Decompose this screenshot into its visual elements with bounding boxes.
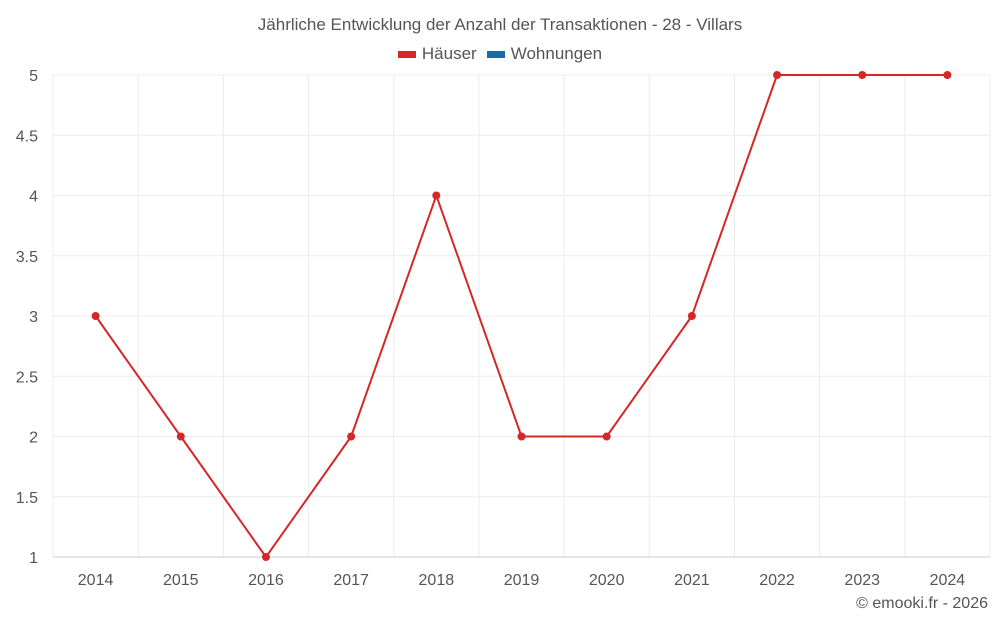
data-point — [261, 553, 270, 561]
data-point — [176, 432, 185, 441]
copyright-note: © emooki.fr - 2026 — [856, 595, 988, 612]
y-tick-label: 4.5 — [16, 128, 38, 145]
y-tick-label: 2 — [29, 430, 38, 447]
data-point — [432, 191, 441, 200]
data-point — [943, 71, 952, 79]
data-point — [858, 71, 867, 79]
legend: Häuser Wohnungen — [0, 44, 1000, 64]
y-tick-label: 4 — [29, 189, 38, 206]
x-tick-label: 2024 — [930, 572, 966, 589]
x-tick-label: 2021 — [674, 572, 710, 589]
legend-item-apartments[interactable]: Wohnungen — [486, 44, 603, 64]
y-tick-label: 3 — [29, 309, 38, 326]
y-tick-label: 1 — [29, 550, 38, 567]
data-point — [517, 432, 526, 441]
data-point — [602, 432, 611, 441]
legend-swatch-apartments — [486, 50, 505, 58]
y-tick-label: 1.5 — [16, 490, 38, 507]
x-tick-label: 2015 — [163, 572, 199, 589]
y-tick-label: 2.5 — [16, 369, 38, 386]
chart-title: Jährliche Entwicklung der Anzahl der Tra… — [257, 15, 743, 34]
data-point — [773, 71, 782, 79]
legend-label-apartments: Wohnungen — [510, 44, 603, 63]
legend-item-houses[interactable]: Häuser — [397, 44, 477, 64]
data-point — [687, 312, 696, 320]
x-tick-label: 2016 — [248, 572, 284, 589]
x-tick-label: 2019 — [504, 572, 540, 589]
data-point — [347, 432, 356, 441]
x-tick-label: 2023 — [844, 572, 880, 589]
y-tick-label: 3.5 — [16, 249, 38, 266]
legend-swatch-houses — [397, 50, 416, 58]
x-tick-label: 2022 — [759, 572, 795, 589]
x-tick-label: 2014 — [78, 572, 114, 589]
x-tick-label: 2020 — [589, 572, 625, 589]
x-tick-label: 2018 — [419, 572, 455, 589]
y-tick-label: 5 — [29, 68, 38, 85]
legend-label-houses: Häuser — [421, 44, 477, 63]
x-tick-label: 2017 — [333, 572, 369, 589]
data-point — [91, 312, 100, 320]
